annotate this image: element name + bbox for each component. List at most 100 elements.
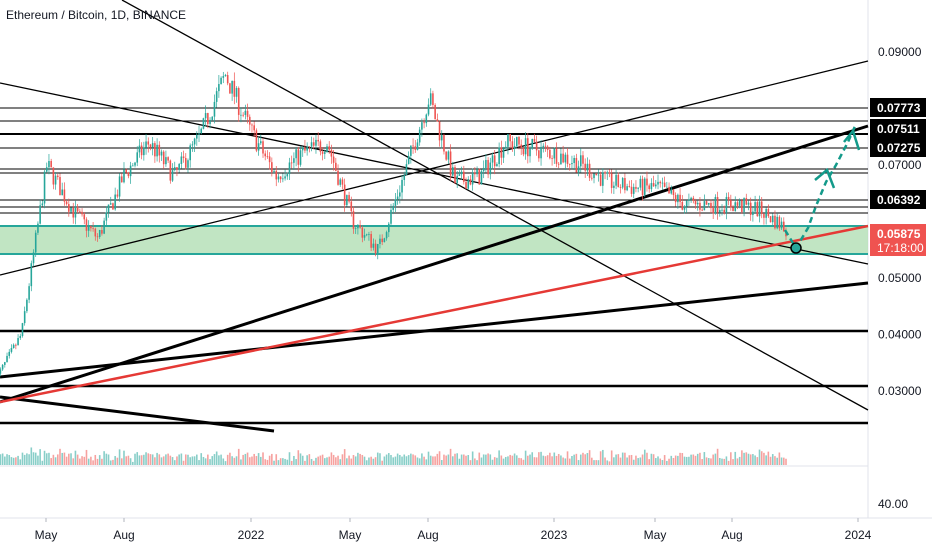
candle-body (703, 201, 706, 211)
trend-line (0, 82, 869, 265)
volume-bar (103, 451, 105, 465)
volume-bar (70, 453, 72, 465)
candle-body (151, 143, 154, 148)
countdown-label: 17:18:00 (877, 241, 924, 255)
candle-body (94, 228, 97, 237)
volume-bar (515, 455, 518, 465)
candle-body (491, 155, 494, 163)
candle-body (240, 114, 242, 116)
volume-bar (458, 458, 461, 465)
level-tag (870, 119, 926, 138)
candle-body (337, 170, 339, 185)
volume-bar (502, 458, 505, 465)
candle-body (76, 206, 79, 212)
volume-bar (149, 454, 152, 465)
volume-bar (339, 459, 342, 465)
volume-bar (23, 454, 26, 465)
volume-bar (571, 455, 573, 465)
volume-bar (231, 456, 233, 465)
candle-body (23, 311, 26, 324)
candle-body (301, 147, 304, 151)
candle-body (160, 151, 163, 156)
candle-body (643, 178, 646, 196)
volume-bar (297, 450, 300, 465)
volume-bar (323, 458, 326, 465)
volume-bar (138, 455, 141, 465)
volume-bar (650, 453, 653, 465)
candle-body (542, 145, 545, 147)
candle-body (677, 194, 679, 203)
volume-bar (112, 459, 114, 465)
candle-body (352, 211, 355, 229)
trend-line (0, 395, 275, 433)
volume-bar (573, 454, 575, 465)
current-price-tag (870, 224, 926, 256)
volume-bar (129, 458, 132, 465)
candle-body (348, 195, 350, 202)
candle-body (138, 145, 141, 153)
candle-body (114, 194, 116, 210)
candle-body (257, 143, 260, 151)
candle-body (213, 101, 216, 117)
candle-body (480, 171, 483, 185)
volume-bar (613, 457, 615, 465)
volume-bar (288, 452, 291, 465)
volume-bar (266, 459, 269, 465)
volume-bar (83, 456, 86, 465)
candle-body (595, 173, 598, 176)
volume-bar (125, 456, 127, 465)
candle-body (1, 364, 4, 370)
candle-body (496, 164, 498, 167)
volume-bar (542, 455, 545, 465)
volume-bar (681, 453, 684, 465)
candle-body (109, 203, 112, 205)
volume-bar (749, 454, 752, 465)
volume-bar (68, 453, 70, 465)
volume-bar (619, 457, 622, 465)
candle-body (83, 214, 86, 220)
volume-bar (721, 458, 723, 465)
volume-bar (90, 456, 92, 465)
volume-bar (242, 454, 244, 465)
volume-bar (696, 453, 699, 465)
level-tag-label: 0.07275 (877, 141, 921, 155)
volume-bar (63, 452, 66, 465)
candle-body (668, 186, 670, 194)
volume-bar (354, 456, 357, 465)
candle-body (335, 162, 337, 171)
candle-body (560, 153, 562, 165)
candle-body (65, 201, 68, 205)
candle-body (760, 201, 763, 215)
volume-bar (244, 453, 247, 465)
volume-bar (509, 454, 511, 465)
volume-bar (370, 456, 372, 465)
volume-bar (575, 453, 578, 465)
candle-body (758, 201, 761, 217)
candle-body (535, 141, 538, 151)
volume-bar (507, 456, 509, 465)
volume-bar (511, 455, 514, 465)
candle-body (685, 200, 688, 207)
candle-body (674, 195, 677, 203)
candle-body (273, 170, 275, 172)
candle-body (43, 171, 46, 204)
candle-body (564, 154, 567, 163)
candle-body (376, 244, 379, 254)
volume-bar (591, 457, 593, 465)
candle-body (432, 93, 434, 105)
volume-bar (469, 460, 472, 465)
candle-body (681, 201, 684, 210)
volume-bar (610, 450, 613, 465)
candle-body (286, 174, 289, 177)
candle-body (756, 202, 759, 217)
candle-body (467, 179, 470, 189)
volume-bar (465, 455, 467, 465)
candle-body (140, 145, 143, 156)
candle-body (655, 184, 657, 187)
candle-body (692, 197, 695, 201)
volume-bar (328, 456, 331, 465)
volume-bar (293, 455, 295, 465)
candle-body (299, 150, 302, 165)
volume-bar (496, 457, 498, 465)
